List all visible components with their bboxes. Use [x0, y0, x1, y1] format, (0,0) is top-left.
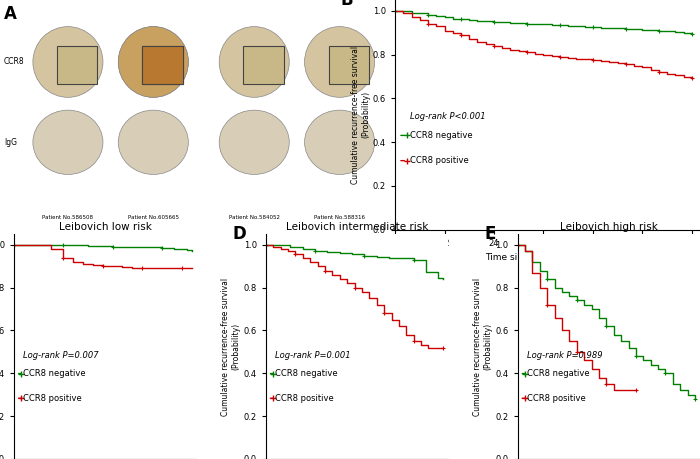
- X-axis label: Time since surgery (Month): Time since surgery (Month): [485, 253, 610, 262]
- Y-axis label: Cumulative recurrence-free survival
(Probability): Cumulative recurrence-free survival (Pro…: [473, 278, 493, 415]
- Ellipse shape: [118, 27, 188, 97]
- Text: CCR8 negative: CCR8 negative: [23, 369, 85, 378]
- Text: Log-rank P<0.001: Log-rank P<0.001: [410, 112, 486, 121]
- Text: Log-rank P=0.007: Log-rank P=0.007: [23, 351, 99, 360]
- Text: Log-rank P=0.989: Log-rank P=0.989: [526, 351, 602, 360]
- Ellipse shape: [118, 27, 188, 97]
- Ellipse shape: [118, 110, 188, 174]
- Text: CCR8 negative: CCR8 negative: [410, 131, 473, 140]
- Ellipse shape: [33, 110, 103, 174]
- Text: B: B: [340, 0, 353, 9]
- Y-axis label: Cumulative recurrence-free survival
(Probability): Cumulative recurrence-free survival (Pro…: [221, 278, 241, 415]
- Text: CCR8 positive: CCR8 positive: [275, 393, 334, 403]
- Title: Leibovich intermediate risk: Leibovich intermediate risk: [286, 222, 428, 232]
- Text: CCR8 negative: CCR8 negative: [275, 369, 337, 378]
- Text: D: D: [233, 225, 246, 243]
- Title: Leibovich high risk: Leibovich high risk: [560, 222, 658, 232]
- FancyBboxPatch shape: [142, 46, 183, 84]
- Text: E: E: [484, 225, 496, 243]
- Text: CCR8: CCR8: [4, 57, 25, 67]
- Text: CCR8 negative: CCR8 negative: [526, 369, 589, 378]
- Ellipse shape: [219, 27, 289, 97]
- Text: Patient No.605665: Patient No.605665: [128, 215, 178, 220]
- Text: Patient No.588316: Patient No.588316: [314, 215, 365, 220]
- Ellipse shape: [304, 27, 374, 97]
- Y-axis label: Cumulative recurrence-free survival
(Probability): Cumulative recurrence-free survival (Pro…: [351, 46, 370, 184]
- Text: CCR8 positive: CCR8 positive: [23, 393, 82, 403]
- FancyBboxPatch shape: [328, 46, 369, 84]
- Text: CCR8 positive: CCR8 positive: [410, 156, 469, 165]
- Text: Patient No.584052: Patient No.584052: [229, 215, 280, 220]
- Text: CCR8 positive: CCR8 positive: [526, 393, 585, 403]
- Ellipse shape: [33, 27, 103, 97]
- Text: IgG: IgG: [4, 138, 17, 147]
- Ellipse shape: [219, 110, 289, 174]
- Text: Patient No.586508: Patient No.586508: [43, 215, 93, 220]
- Ellipse shape: [304, 110, 374, 174]
- FancyBboxPatch shape: [243, 46, 284, 84]
- Title: Leibovich low risk: Leibovich low risk: [59, 222, 152, 232]
- Text: A: A: [4, 5, 17, 22]
- Text: Log-rank P=0.001: Log-rank P=0.001: [275, 351, 351, 360]
- FancyBboxPatch shape: [142, 46, 183, 84]
- FancyBboxPatch shape: [57, 46, 97, 84]
